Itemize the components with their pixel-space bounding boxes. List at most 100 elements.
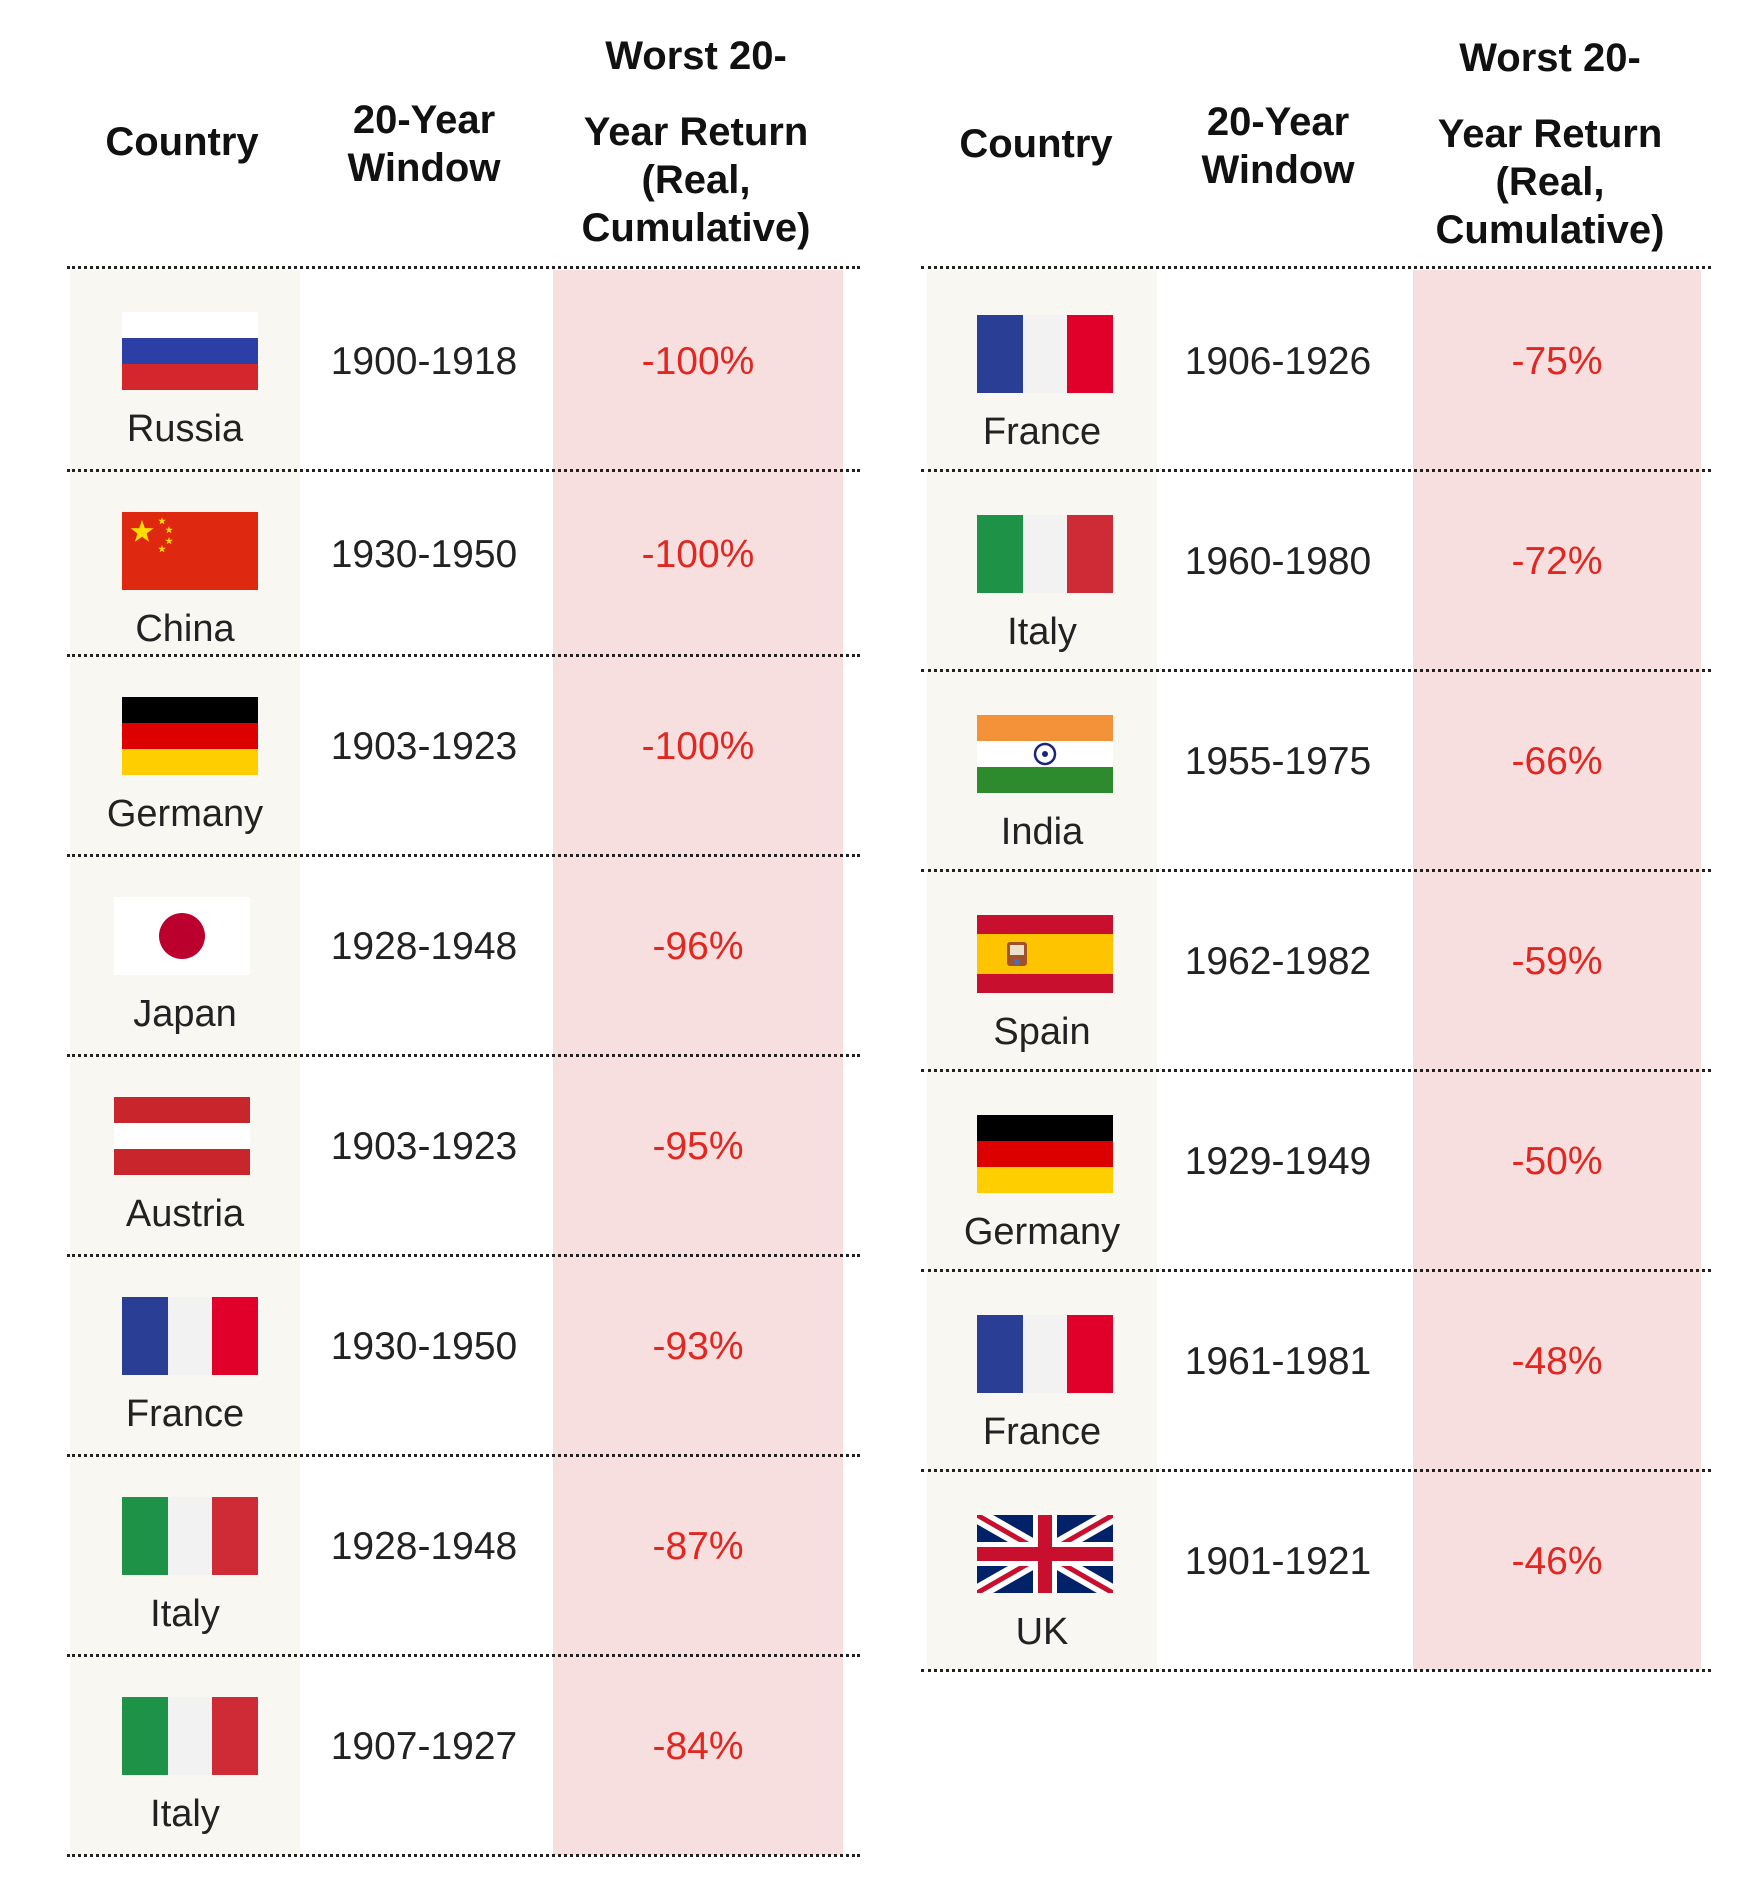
header-country: Country <box>959 122 1113 166</box>
header-return-line2: Year Return <box>1437 112 1663 156</box>
return-cell <box>1413 470 1701 670</box>
table-row: China 1930-1950 -100% <box>67 470 860 657</box>
table-row: Germany 1929-1949 -50% <box>921 1070 1711 1272</box>
table-row: Italy 1960-1980 -72% <box>921 470 1711 672</box>
window-value: 1930-1950 <box>330 1325 518 1368</box>
row-divider <box>921 1669 1711 1672</box>
window-value: 1955-1975 <box>1184 740 1372 783</box>
return-value: -95% <box>652 1125 744 1168</box>
uk-flag-icon <box>977 1515 1113 1593</box>
return-value: -96% <box>652 925 744 968</box>
header-window-line2: Window <box>347 146 501 190</box>
window-value: 1901-1921 <box>1184 1540 1372 1583</box>
window-value: 1903-1923 <box>330 725 518 768</box>
italy-flag-icon <box>122 1697 258 1775</box>
austria-flag-icon <box>114 1097 250 1175</box>
country-name: Germany <box>106 793 264 835</box>
return-value: -48% <box>1511 1340 1603 1383</box>
row-divider <box>67 1654 860 1657</box>
country-name: Italy <box>150 1793 220 1835</box>
table-row: France 1906-1926 -75% <box>921 270 1711 472</box>
row-divider <box>67 1854 860 1857</box>
return-value: -46% <box>1511 1540 1603 1583</box>
row-divider <box>67 469 860 472</box>
return-value: -87% <box>652 1525 744 1568</box>
country-name: China <box>135 608 235 650</box>
header-window-line1: 20-Year <box>1206 100 1350 144</box>
return-cell <box>553 1055 843 1255</box>
window-value: 1928-1948 <box>330 925 518 968</box>
table-row: Russia 1900-1918 -100% <box>67 270 860 472</box>
return-cell <box>1413 870 1701 1070</box>
header-return: Worst 20- Year Return (Real, Cumulative) <box>1405 34 1695 254</box>
left-table: Country 20-Year Window Worst 20- Year Re… <box>67 0 860 1878</box>
table-row: France 1930-1950 -93% <box>67 1255 860 1457</box>
window-value: 1903-1923 <box>330 1125 518 1168</box>
return-value: -75% <box>1511 340 1603 383</box>
return-cell <box>553 655 843 855</box>
germany-flag-icon <box>977 1115 1113 1193</box>
row-divider <box>921 1269 1711 1272</box>
table-row: Italy 1928-1948 -87% <box>67 1455 860 1657</box>
country-name: Austria <box>125 1193 245 1235</box>
germany-flag-icon <box>122 697 258 775</box>
table-row: Italy 1907-1927 -84% <box>67 1655 860 1857</box>
window-value: 1960-1980 <box>1184 540 1372 583</box>
table-row: Spain 1962-1982 -59% <box>921 870 1711 1072</box>
header-window: 20-Year Window <box>1151 98 1405 194</box>
table-row: Germany 1903-1923 -100% <box>67 655 860 857</box>
row-divider <box>67 1254 860 1257</box>
header-return-line4: Cumulative) <box>1435 208 1665 252</box>
row-divider <box>921 469 1711 472</box>
return-value: -100% <box>641 340 755 383</box>
table-row: France 1961-1981 -48% <box>921 1270 1711 1472</box>
window-value: 1900-1918 <box>330 340 518 383</box>
row-divider <box>921 869 1711 872</box>
return-cell <box>1413 1070 1701 1270</box>
return-cell <box>553 855 843 1055</box>
return-value: -59% <box>1511 940 1603 983</box>
header-return-line1: Worst 20- <box>1459 36 1641 80</box>
return-value: -84% <box>652 1725 744 1768</box>
russia-flag-icon <box>122 312 258 390</box>
header-window-line2: Window <box>1201 148 1355 192</box>
window-value: 1906-1926 <box>1184 340 1372 383</box>
header-window-line1: 20-Year <box>352 98 496 142</box>
header-return-line4: Cumulative) <box>581 206 811 250</box>
france-flag-icon <box>122 1297 258 1375</box>
return-value: -93% <box>652 1325 744 1368</box>
window-value: 1962-1982 <box>1184 940 1372 983</box>
window-value: 1961-1981 <box>1184 1340 1372 1383</box>
table-row: Japan 1928-1948 -96% <box>67 855 860 1057</box>
france-flag-icon <box>977 1315 1113 1393</box>
row-divider <box>67 1454 860 1457</box>
japan-flag-icon <box>114 897 250 975</box>
table-row: UK 1901-1921 -46% <box>921 1470 1711 1672</box>
return-cell <box>553 1655 843 1855</box>
row-divider <box>921 1469 1711 1472</box>
return-cell <box>553 470 843 655</box>
window-value: 1930-1950 <box>330 532 518 576</box>
right-table-header: Country 20-Year Window Worst 20- Year Re… <box>921 0 1711 272</box>
row-divider <box>67 654 860 657</box>
return-cell <box>553 270 843 470</box>
header-window: 20-Year Window <box>297 96 551 192</box>
header-divider <box>67 266 860 269</box>
header-divider <box>921 266 1711 269</box>
return-value: -100% <box>641 532 755 576</box>
return-cell <box>1413 1470 1701 1670</box>
country-name: Italy <box>150 1593 220 1635</box>
country-name: Japan <box>133 993 237 1035</box>
country-name: France <box>125 1393 245 1435</box>
header-return-line3: (Real, <box>641 158 751 202</box>
return-cell <box>553 1255 843 1455</box>
row-divider <box>67 1054 860 1057</box>
country-name: Germany <box>963 1211 1121 1253</box>
return-cell <box>1413 270 1701 470</box>
return-cell <box>1413 670 1701 870</box>
left-table-header: Country 20-Year Window Worst 20- Year Re… <box>67 0 860 272</box>
india-flag-icon <box>977 715 1113 793</box>
italy-flag-icon <box>977 515 1113 593</box>
header-return: Worst 20- Year Return (Real, Cumulative) <box>551 32 841 252</box>
window-value: 1929-1949 <box>1184 1140 1372 1183</box>
